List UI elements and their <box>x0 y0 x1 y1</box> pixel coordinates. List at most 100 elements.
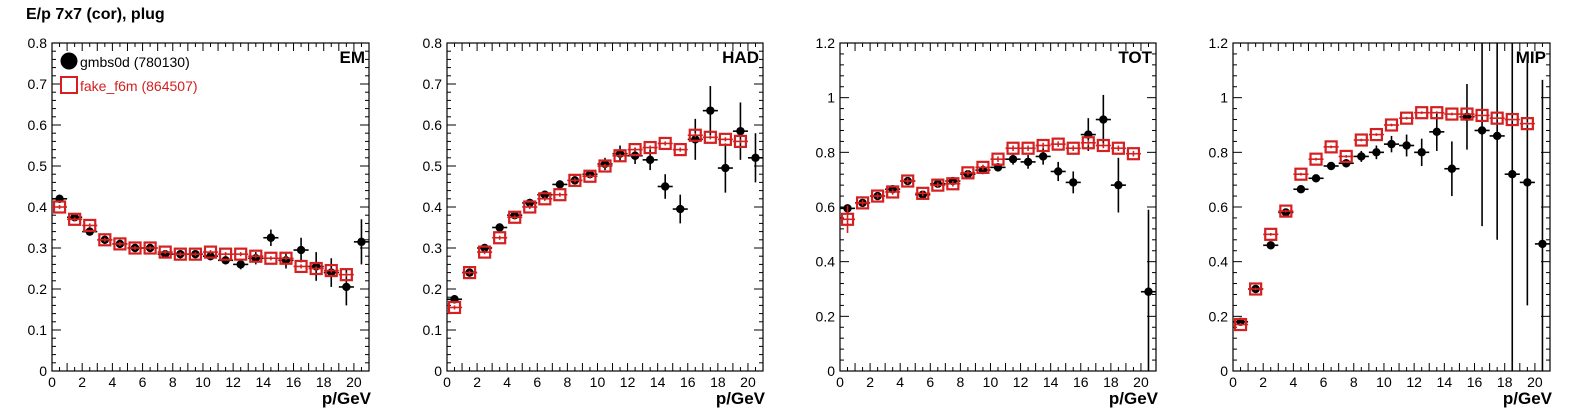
x-tick-label: 10 <box>195 374 211 390</box>
data-point <box>158 245 172 259</box>
data-point <box>523 200 537 214</box>
y-tick-label: 0.4 <box>28 199 48 215</box>
data-point <box>1508 170 1517 179</box>
data-point <box>279 251 293 265</box>
data-point <box>1249 282 1263 296</box>
x-tick-label: 12 <box>1406 374 1422 390</box>
data-point <box>128 241 142 255</box>
data-point <box>294 259 308 274</box>
series-fake-f6m <box>1233 106 1535 332</box>
data-point <box>1311 174 1321 183</box>
panel-em: 0 2 4 6 8 10 12 14 16 18 20 0 0.1 0.2 0.3 0.4 0.5 0.6 0.7 0… <box>28 35 372 408</box>
data-point <box>886 185 900 199</box>
data-point <box>1387 139 1396 149</box>
data-point <box>658 136 672 151</box>
x-tick-label: 6 <box>533 374 541 390</box>
data-point <box>1477 126 1487 135</box>
x-tick-label: 6 <box>926 374 934 390</box>
data-point <box>901 174 915 188</box>
data-point <box>495 223 504 232</box>
data-point <box>462 266 477 280</box>
data-point <box>478 245 492 259</box>
y-tick-label: 0.8 <box>423 35 443 51</box>
data-point <box>309 261 323 276</box>
legend-marker <box>60 76 78 94</box>
x-tick-label: 2 <box>866 374 874 390</box>
data-point <box>508 210 522 224</box>
data-point <box>1021 141 1035 155</box>
data-point <box>703 130 717 144</box>
data-point <box>1402 141 1411 150</box>
x-tick-label: 14 <box>1437 374 1453 390</box>
y-tick-label: 0 <box>39 363 47 379</box>
x-axis-label: p/GeV <box>1503 389 1553 408</box>
data-point <box>1432 127 1441 137</box>
y-tick-label: 0.2 <box>28 281 48 297</box>
data-point <box>1326 161 1336 171</box>
data-point <box>342 282 351 292</box>
data-point <box>555 180 565 189</box>
data-point <box>628 143 642 157</box>
data-point <box>1144 287 1153 296</box>
data-point <box>1415 106 1429 120</box>
data-point <box>1114 180 1123 190</box>
data-point <box>916 186 930 200</box>
x-tick-label: 6 <box>139 374 147 390</box>
data-point <box>598 159 612 173</box>
data-point <box>1523 178 1532 187</box>
data-point <box>143 241 157 255</box>
data-point <box>203 245 218 259</box>
data-point <box>1460 107 1474 121</box>
data-point <box>643 140 657 155</box>
data-point <box>249 249 263 263</box>
data-point <box>1036 138 1050 153</box>
x-tick-label: 6 <box>1320 374 1328 390</box>
data-point <box>264 251 278 265</box>
data-point <box>266 233 276 242</box>
data-point <box>583 169 597 183</box>
x-tick-label: 18 <box>316 374 332 390</box>
x-tick-label: 12 <box>225 374 241 390</box>
data-point <box>1372 148 1381 157</box>
data-point <box>721 163 730 173</box>
y-tick-label: 0.3 <box>423 240 443 256</box>
data-point <box>1492 131 1502 141</box>
x-tick-label: 18 <box>710 374 726 390</box>
data-point <box>676 204 685 214</box>
plot-frame <box>446 42 764 372</box>
data-point <box>1296 185 1306 194</box>
y-tick-label: 0.4 <box>816 254 836 270</box>
x-tick-label: 14 <box>1043 374 1059 390</box>
data-point <box>1417 148 1426 157</box>
y-tick-label: 0.2 <box>1209 308 1229 324</box>
panel-title: HAD <box>722 48 759 67</box>
y-tick-label: 0.2 <box>423 281 443 297</box>
data-point <box>706 106 715 115</box>
y-tick-label: 0.4 <box>1209 254 1229 270</box>
data-point <box>1490 111 1504 125</box>
data-point <box>83 218 97 233</box>
x-tick-label: 8 <box>563 374 571 390</box>
y-tick-label: 0 <box>827 363 835 379</box>
data-point <box>218 247 233 261</box>
x-tick-label: 8 <box>1350 374 1358 390</box>
x-tick-label: 20 <box>740 374 756 390</box>
page-title: E/p 7x7 (cor), plug <box>26 6 165 23</box>
data-point <box>553 188 567 202</box>
x-tick-label: 8 <box>169 374 177 390</box>
data-point <box>1538 239 1547 249</box>
series-gmbs0d <box>52 194 369 306</box>
data-point <box>68 212 82 226</box>
y-tick-label: 0.6 <box>423 117 443 133</box>
data-point <box>1111 141 1125 155</box>
y-tick-label: 0.6 <box>28 117 48 133</box>
x-tick-label: 18 <box>1103 374 1119 390</box>
data-point <box>855 196 870 210</box>
data-point <box>736 126 745 136</box>
data-point <box>1066 141 1080 155</box>
data-point <box>1399 111 1414 125</box>
data-point <box>688 128 702 142</box>
x-tick-label: 14 <box>650 374 666 390</box>
data-point <box>1053 167 1063 176</box>
y-tick-label: 0.5 <box>28 158 48 174</box>
